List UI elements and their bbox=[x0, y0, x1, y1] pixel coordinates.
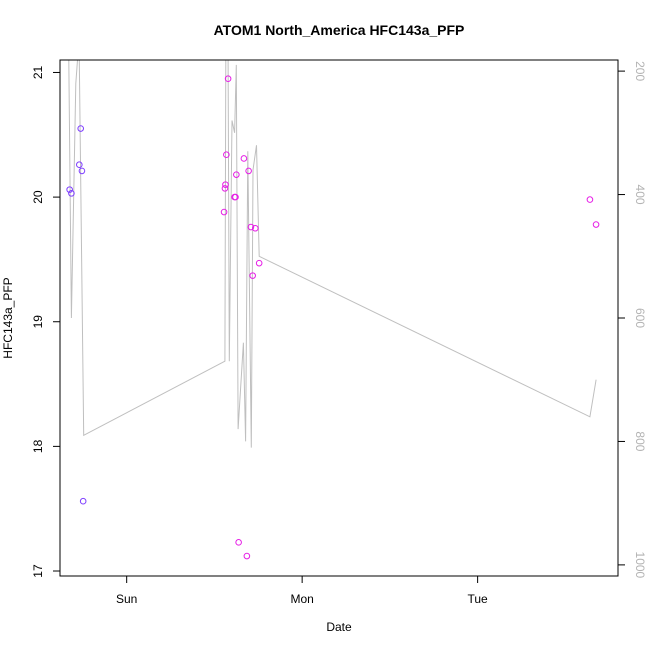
y2-tick-label: 600 bbox=[633, 308, 647, 328]
data-point bbox=[223, 151, 230, 159]
x-tick-label: Sun bbox=[116, 592, 137, 606]
x-tick-label: Mon bbox=[290, 592, 313, 606]
data-point bbox=[66, 186, 73, 193]
data-point bbox=[233, 171, 240, 178]
y-axis-right: 200 400 600 800 1000 bbox=[617, 61, 647, 579]
data-point bbox=[240, 155, 248, 162]
data-point bbox=[249, 272, 256, 279]
y-tick-label: 21 bbox=[31, 65, 45, 79]
data-point bbox=[252, 224, 259, 232]
points-layer bbox=[66, 75, 600, 560]
data-point bbox=[255, 259, 263, 267]
data-point bbox=[224, 75, 232, 82]
y2-tick-label: 400 bbox=[633, 185, 647, 205]
x-tick-label: Tue bbox=[468, 592, 489, 606]
y-tick-label: 19 bbox=[31, 315, 45, 329]
data-point bbox=[68, 190, 75, 197]
data-point bbox=[222, 181, 229, 188]
data-point bbox=[243, 552, 251, 560]
data-point bbox=[586, 196, 594, 203]
data-point bbox=[232, 193, 239, 201]
y2-tick-label: 800 bbox=[633, 431, 647, 451]
y-tick-label: 18 bbox=[31, 439, 45, 453]
data-point bbox=[247, 223, 255, 231]
x-axis-label: Date bbox=[326, 620, 352, 634]
x-axis: Sun Mon Tue bbox=[116, 575, 489, 606]
data-point bbox=[235, 539, 242, 546]
line-series bbox=[68, 60, 597, 448]
data-point bbox=[245, 167, 252, 175]
data-point bbox=[76, 161, 83, 168]
y-axis-left: 17 18 19 20 21 bbox=[31, 65, 61, 578]
y-tick-label: 17 bbox=[31, 564, 45, 578]
data-point bbox=[79, 497, 87, 505]
data-point bbox=[77, 125, 85, 132]
line-series-layer bbox=[68, 60, 597, 448]
data-point bbox=[220, 208, 228, 216]
y-tick-label: 20 bbox=[31, 190, 45, 204]
plot-frame bbox=[59, 59, 619, 577]
data-point bbox=[592, 221, 600, 228]
data-point bbox=[78, 167, 86, 175]
y2-tick-label: 1000 bbox=[633, 552, 647, 579]
y-axis-label: HFC143a_PFP bbox=[1, 277, 15, 358]
data-point bbox=[221, 185, 229, 192]
chart-title: ATOM1 North_America HFC143a_PFP bbox=[214, 22, 465, 38]
y2-tick-label: 200 bbox=[633, 61, 647, 81]
